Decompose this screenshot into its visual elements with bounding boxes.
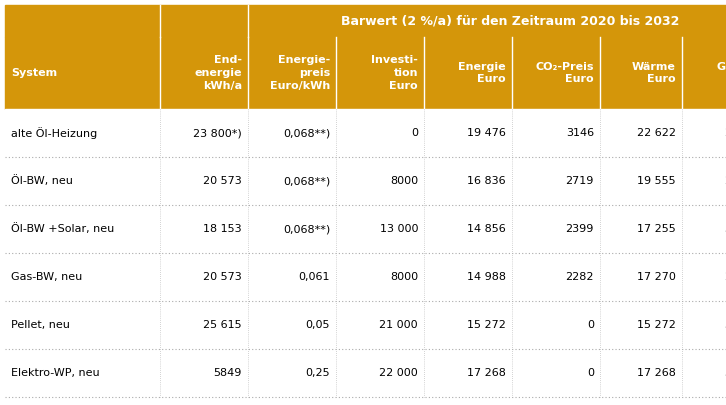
- Text: 0,05: 0,05: [306, 320, 330, 330]
- Text: Energie-
preis
Euro/kWh: Energie- preis Euro/kWh: [270, 55, 330, 91]
- Text: Öl-BW +Solar, neu: Öl-BW +Solar, neu: [11, 224, 114, 234]
- Bar: [5, 205, 726, 253]
- Text: 22 622: 22 622: [637, 128, 676, 138]
- Text: 14 856: 14 856: [468, 224, 506, 234]
- Text: 2719: 2719: [566, 176, 594, 186]
- Text: alte Öl-Heizung: alte Öl-Heizung: [11, 127, 97, 139]
- Bar: [5, 301, 726, 349]
- Text: 27 555: 27 555: [725, 176, 726, 186]
- Text: 8000: 8000: [390, 176, 418, 186]
- Text: 0,068**): 0,068**): [282, 224, 330, 234]
- Text: 19 476: 19 476: [467, 128, 506, 138]
- Text: 22 622: 22 622: [725, 128, 726, 138]
- Text: 0: 0: [587, 320, 594, 330]
- Text: CO₂-Preis
Euro: CO₂-Preis Euro: [536, 62, 594, 84]
- Text: 0,068**): 0,068**): [282, 176, 330, 186]
- Text: 25 270: 25 270: [725, 272, 726, 282]
- Text: 36 272: 36 272: [725, 320, 726, 330]
- Text: 20 573: 20 573: [203, 272, 242, 282]
- Bar: [5, 5, 726, 37]
- Text: 14 988: 14 988: [467, 272, 506, 282]
- Text: 13 000: 13 000: [380, 224, 418, 234]
- Text: 5849: 5849: [213, 368, 242, 378]
- Bar: [5, 349, 726, 397]
- Bar: [5, 37, 726, 109]
- Text: 17 268: 17 268: [637, 368, 676, 378]
- Text: 15 272: 15 272: [637, 320, 676, 330]
- Text: 2399: 2399: [566, 224, 594, 234]
- Text: Elektro-WP, neu: Elektro-WP, neu: [11, 368, 99, 378]
- Text: 0: 0: [587, 368, 594, 378]
- Text: 17 255: 17 255: [637, 224, 676, 234]
- Text: 8000: 8000: [390, 272, 418, 282]
- Text: 17 268: 17 268: [467, 368, 506, 378]
- Text: Investi-
tion
Euro: Investi- tion Euro: [371, 55, 418, 91]
- Text: 18 153: 18 153: [203, 224, 242, 234]
- Text: End-
energie
kWh/a: End- energie kWh/a: [195, 55, 242, 91]
- Bar: [5, 253, 726, 301]
- Text: Öl-BW, neu: Öl-BW, neu: [11, 175, 73, 186]
- Text: 39 268: 39 268: [725, 368, 726, 378]
- Text: Wärme
Euro: Wärme Euro: [632, 62, 676, 84]
- Text: 2282: 2282: [566, 272, 594, 282]
- Text: Pellet, neu: Pellet, neu: [11, 320, 70, 330]
- Text: 20 573: 20 573: [203, 176, 242, 186]
- Text: 0,061: 0,061: [298, 272, 330, 282]
- Text: Gesamt
Euro: Gesamt Euro: [717, 62, 726, 84]
- Text: Barwert (2 %/a) für den Zeitraum 2020 bis 2032: Barwert (2 %/a) für den Zeitraum 2020 bi…: [341, 15, 680, 28]
- Text: Gas-BW, neu: Gas-BW, neu: [11, 272, 82, 282]
- Bar: [5, 157, 726, 205]
- Text: Energie
Euro: Energie Euro: [458, 62, 506, 84]
- Text: System: System: [11, 68, 57, 78]
- Text: 17 270: 17 270: [637, 272, 676, 282]
- Text: 0,068**): 0,068**): [282, 128, 330, 138]
- Text: 16 836: 16 836: [468, 176, 506, 186]
- Text: 25 615: 25 615: [203, 320, 242, 330]
- Text: 19 555: 19 555: [637, 176, 676, 186]
- Text: 21 000: 21 000: [380, 320, 418, 330]
- Text: 0,25: 0,25: [306, 368, 330, 378]
- Text: 0: 0: [411, 128, 418, 138]
- Text: 15 272: 15 272: [467, 320, 506, 330]
- Bar: [5, 109, 726, 157]
- Text: 3146: 3146: [566, 128, 594, 138]
- Text: 23 800*): 23 800*): [193, 128, 242, 138]
- Text: 22 000: 22 000: [379, 368, 418, 378]
